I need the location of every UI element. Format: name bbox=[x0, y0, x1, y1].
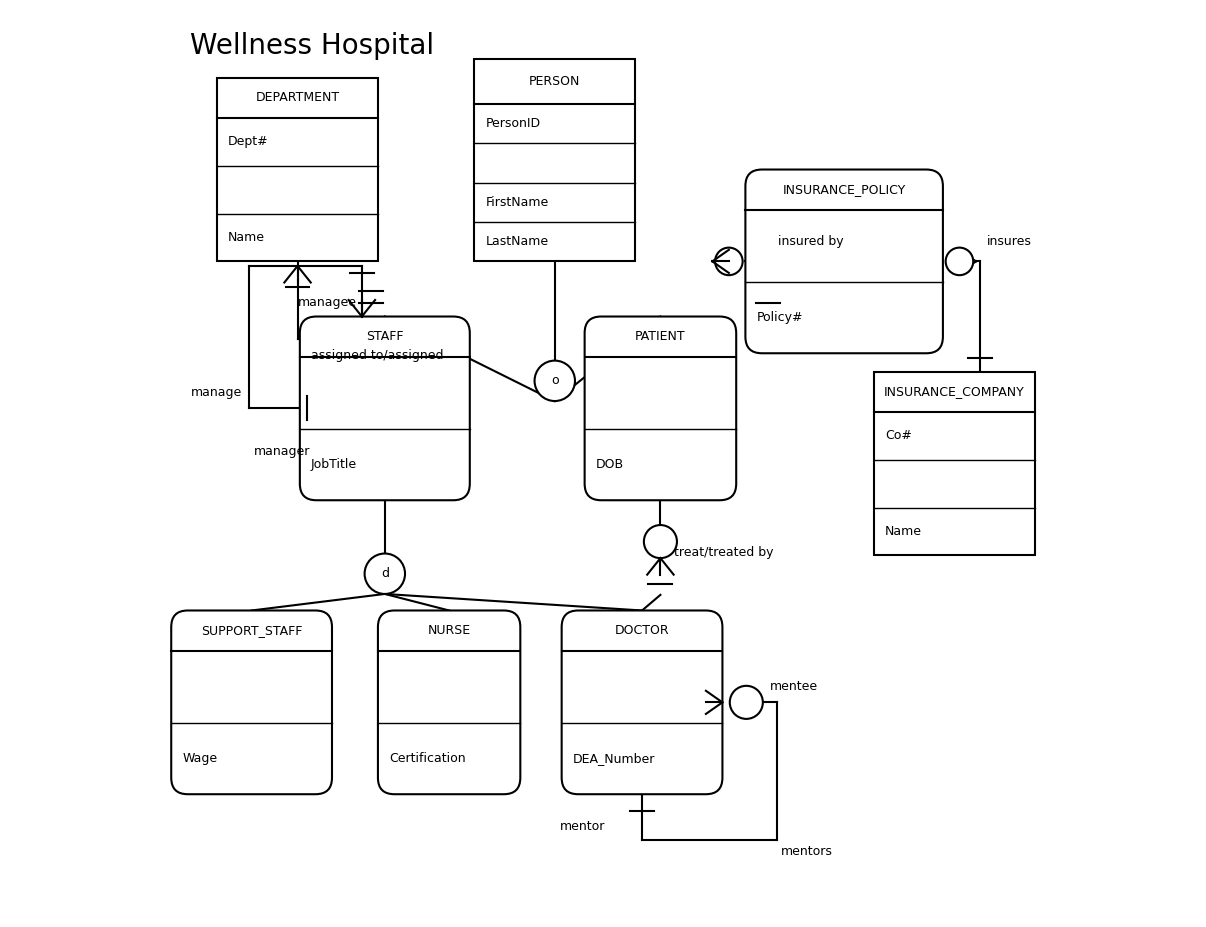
Text: d: d bbox=[381, 567, 388, 580]
Text: o: o bbox=[551, 375, 558, 387]
Bar bbox=[874, 372, 1035, 555]
Text: managee: managee bbox=[298, 296, 357, 310]
Text: DEPARTMENT: DEPARTMENT bbox=[256, 92, 340, 105]
Bar bbox=[217, 78, 377, 261]
Text: PATIENT: PATIENT bbox=[636, 330, 686, 343]
Text: insures: insures bbox=[987, 235, 1032, 248]
FancyBboxPatch shape bbox=[562, 611, 722, 794]
Text: INSURANCE_POLICY: INSURANCE_POLICY bbox=[783, 184, 906, 197]
Text: DOB: DOB bbox=[596, 458, 624, 471]
Text: insured by: insured by bbox=[778, 235, 843, 248]
Circle shape bbox=[946, 248, 973, 275]
FancyBboxPatch shape bbox=[171, 611, 332, 794]
Text: assigned to/assigned: assigned to/assigned bbox=[311, 349, 444, 362]
Text: SUPPORT_STAFF: SUPPORT_STAFF bbox=[201, 624, 303, 637]
Text: treat/treated by: treat/treated by bbox=[674, 546, 774, 559]
Text: mentee: mentee bbox=[771, 680, 819, 693]
Text: mentors: mentors bbox=[781, 844, 833, 857]
Circle shape bbox=[644, 525, 677, 558]
Text: mentor: mentor bbox=[560, 819, 605, 832]
Text: JobTitle: JobTitle bbox=[311, 458, 357, 471]
Text: Wellness Hospital: Wellness Hospital bbox=[189, 32, 434, 59]
Text: NURSE: NURSE bbox=[428, 624, 470, 637]
Text: Policy#: Policy# bbox=[756, 311, 803, 324]
Text: Certification: Certification bbox=[390, 752, 466, 765]
Text: PersonID: PersonID bbox=[485, 117, 540, 130]
Text: STAFF: STAFF bbox=[367, 330, 404, 343]
Text: manage: manage bbox=[191, 387, 242, 400]
Text: Wage: Wage bbox=[182, 752, 217, 765]
Text: FirstName: FirstName bbox=[485, 196, 549, 209]
FancyBboxPatch shape bbox=[300, 316, 470, 501]
Text: INSURANCE_COMPANY: INSURANCE_COMPANY bbox=[884, 386, 1025, 399]
Text: Name: Name bbox=[885, 525, 923, 538]
Text: DEA_Number: DEA_Number bbox=[573, 752, 655, 765]
Text: Dept#: Dept# bbox=[228, 135, 269, 148]
FancyBboxPatch shape bbox=[585, 316, 736, 501]
Text: DOCTOR: DOCTOR bbox=[615, 624, 669, 637]
FancyBboxPatch shape bbox=[377, 611, 520, 794]
Text: Name: Name bbox=[228, 231, 265, 244]
Text: PERSON: PERSON bbox=[529, 75, 580, 88]
Circle shape bbox=[730, 686, 763, 719]
Text: Co#: Co# bbox=[885, 429, 912, 442]
Circle shape bbox=[364, 553, 405, 594]
Circle shape bbox=[534, 361, 575, 401]
FancyBboxPatch shape bbox=[745, 170, 943, 353]
Text: manager: manager bbox=[254, 445, 310, 458]
Text: LastName: LastName bbox=[485, 235, 549, 248]
Circle shape bbox=[715, 248, 743, 275]
Bar bbox=[474, 59, 636, 261]
